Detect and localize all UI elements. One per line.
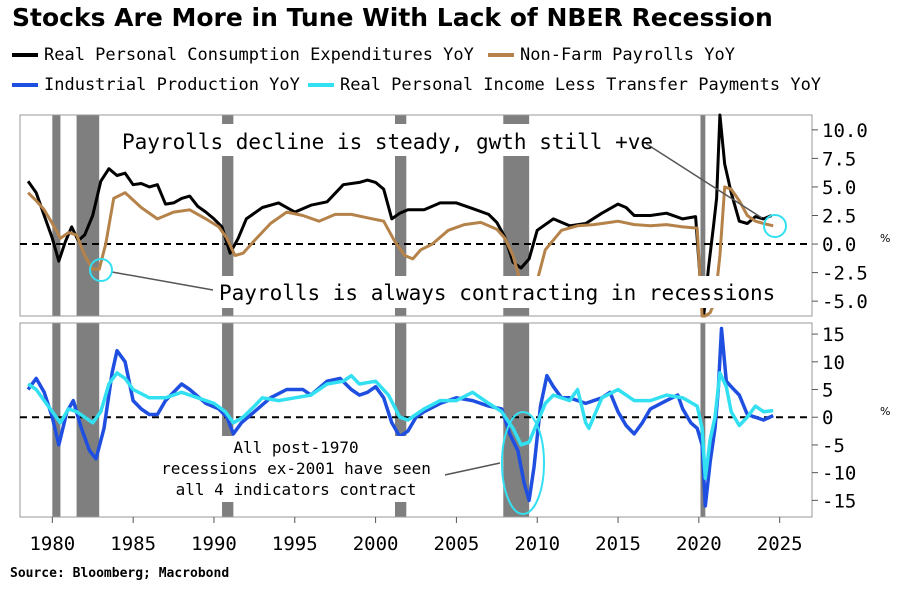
plot-frame <box>19 322 813 518</box>
y-tick-label: 7.5 <box>822 148 856 170</box>
top-callout-box <box>116 124 646 156</box>
legend-swatch <box>308 83 334 87</box>
y-tick-label: 0.0 <box>822 234 856 256</box>
mid-callout-circle <box>89 258 113 282</box>
legend-label: Non-Farm Payrolls YoY <box>520 45 735 65</box>
bottom-callout-circle <box>501 411 545 515</box>
legend-item-real-income: Real Personal Income Less Transfer Payme… <box>308 75 821 95</box>
recession-band <box>394 323 407 517</box>
x-tick-label: 2015 <box>595 533 641 555</box>
recession-band <box>52 115 61 316</box>
annotation-layer: Payrolls decline is steady, gwth still +… <box>89 124 787 515</box>
y-tick-label: 5 <box>822 380 833 402</box>
recession-band <box>222 115 234 316</box>
recession-band <box>700 323 706 517</box>
legend-item-pce: Real Personal Consumption Expenditures Y… <box>12 45 474 65</box>
mid-callout-box <box>214 276 772 308</box>
y-unit-label: % <box>880 405 890 418</box>
legend-label: Industrial Production YoY <box>44 75 300 95</box>
chart-title: Stocks Are More in Tune With Lack of NBE… <box>12 3 773 32</box>
mid-callout-leader <box>111 271 214 291</box>
x-tick-label: 2020 <box>676 533 722 555</box>
y-tick-label: -5.0 <box>822 291 868 313</box>
y-tick-label: -5 <box>822 435 845 457</box>
x-tick-label: 1995 <box>272 533 318 555</box>
bottom-callout-leader <box>439 462 501 477</box>
y-tick-label: -2.5 <box>822 263 868 285</box>
legend-swatch <box>12 83 38 87</box>
y-tick-label: -10 <box>822 463 856 485</box>
x-tick-label: 2000 <box>353 533 399 555</box>
recession-band <box>76 115 100 316</box>
y-tick-label: -15 <box>822 490 856 512</box>
x-tick-label: 2005 <box>434 533 480 555</box>
x-tick-label: 1990 <box>191 533 237 555</box>
series-line <box>27 371 774 480</box>
legend-item-industrial-production: Industrial Production YoY <box>12 75 300 95</box>
legend-swatch <box>488 53 514 57</box>
recession-band <box>394 115 407 316</box>
bottom-panel: 15 10 5 0 -5 -10 -15% 1980 1985 1990 1995 2000 2005 2… <box>19 322 890 555</box>
bottom-callout-box <box>145 436 445 502</box>
top-callout-circle <box>763 214 787 238</box>
bottom-callout-line-1: All post-1970 <box>233 438 358 457</box>
y-tick-label: 10.0 <box>822 120 868 142</box>
legend-swatch <box>12 53 38 57</box>
y-tick-label: 10 <box>822 352 845 374</box>
x-tick-label: 1985 <box>110 533 156 555</box>
bottom-callout-line-2: recessions ex-2001 have seen <box>161 459 431 478</box>
bottom-callout-line-3: all 4 indicators contract <box>176 480 417 499</box>
y-tick-label: 15 <box>822 324 845 346</box>
top-callout-text: Payrolls decline is steady, gwth still +… <box>122 130 653 154</box>
y-tick-label: 2.5 <box>822 206 856 228</box>
x-tick-label: 2025 <box>757 533 803 555</box>
y-unit-label: % <box>880 232 890 245</box>
y-tick-label: 5.0 <box>822 177 856 199</box>
series-line <box>26 326 774 508</box>
source-note: Source: Bloomberg; Macrobond <box>10 566 230 581</box>
legend-label: Real Personal Income Less Transfer Payme… <box>340 75 822 95</box>
y-tick-label: 0 <box>822 407 833 429</box>
x-tick-label: 1980 <box>29 533 75 555</box>
legend-label: Real Personal Consumption Expenditures Y… <box>44 45 474 65</box>
recession-band <box>700 115 706 316</box>
legend-item-payrolls: Non-Farm Payrolls YoY <box>488 45 735 65</box>
mid-callout-text: Payrolls is always contracting in recess… <box>219 281 775 305</box>
top-callout-leader <box>644 142 763 219</box>
x-tick-label: 2010 <box>514 533 560 555</box>
